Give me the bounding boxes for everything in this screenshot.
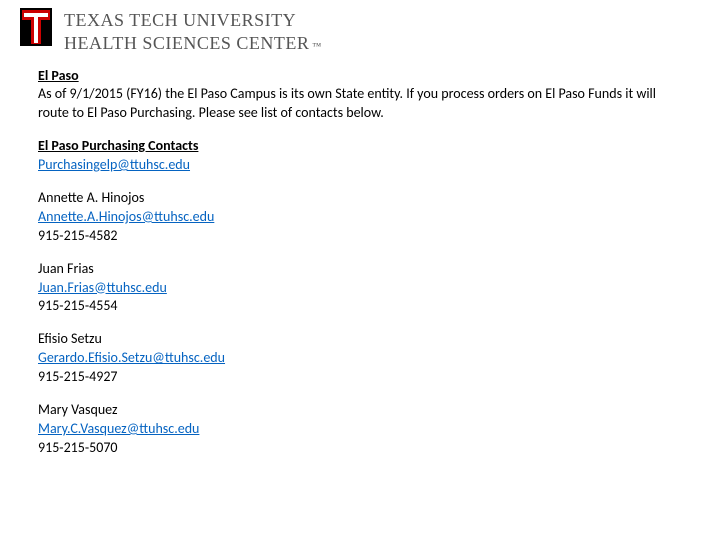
- header-title: TEXAS TECH UNIVERSITY HEALTH SCIENCES CE…: [64, 8, 321, 55]
- contact-email-link[interactable]: Gerardo.Efisio.Setzu@ttuhsc.edu: [38, 349, 225, 366]
- header-line2: HEALTH SCIENCES CENTER: [64, 33, 309, 53]
- contact-phone: 915-215-4927: [38, 368, 118, 385]
- contact-name: Annette A. Hinojos: [38, 189, 144, 206]
- contact-block: Annette A. Hinojos Annette.A.Hinojos@ttu…: [38, 189, 690, 246]
- contact-name: Efisio Setzu: [38, 330, 102, 347]
- header: TEXAS TECH UNIVERSITY HEALTH SCIENCES CE…: [0, 0, 720, 59]
- contacts-heading-block: El Paso Purchasing Contacts Purchasingel…: [38, 137, 690, 175]
- contact-email-link[interactable]: Annette.A.Hinojos@ttuhsc.edu: [38, 208, 214, 225]
- contact-email-link[interactable]: Juan.Frias@ttuhsc.edu: [38, 279, 167, 296]
- intro-text: As of 9/1/2015 (FY16) the El Paso Campus…: [38, 85, 656, 121]
- contact-phone: 915-215-5070: [38, 439, 118, 456]
- contact-name: Mary Vasquez: [38, 401, 118, 418]
- trademark-icon: ™: [312, 41, 321, 51]
- contact-name: Juan Frias: [38, 260, 94, 277]
- contact-block: Efisio Setzu Gerardo.Efisio.Setzu@ttuhsc…: [38, 330, 690, 387]
- contact-email-link[interactable]: Mary.C.Vasquez@ttuhsc.edu: [38, 420, 199, 437]
- header-line1: TEXAS TECH UNIVERSITY: [64, 9, 321, 32]
- document-body: El Paso As of 9/1/2015 (FY16) the El Pas…: [0, 59, 720, 458]
- contact-block: Juan Frias Juan.Frias@ttuhsc.edu 915-215…: [38, 260, 690, 317]
- contacts-heading: El Paso Purchasing Contacts: [38, 137, 198, 154]
- contact-block: Mary Vasquez Mary.C.Vasquez@ttuhsc.edu 9…: [38, 401, 690, 458]
- contact-phone: 915-215-4554: [38, 297, 118, 314]
- section-title: El Paso: [38, 67, 79, 84]
- intro-section: El Paso As of 9/1/2015 (FY16) the El Pas…: [38, 67, 690, 124]
- main-email-link[interactable]: Purchasingelp@ttuhsc.edu: [38, 156, 190, 173]
- contact-phone: 915-215-4582: [38, 227, 118, 244]
- ttuhsc-logo-icon: [20, 8, 54, 48]
